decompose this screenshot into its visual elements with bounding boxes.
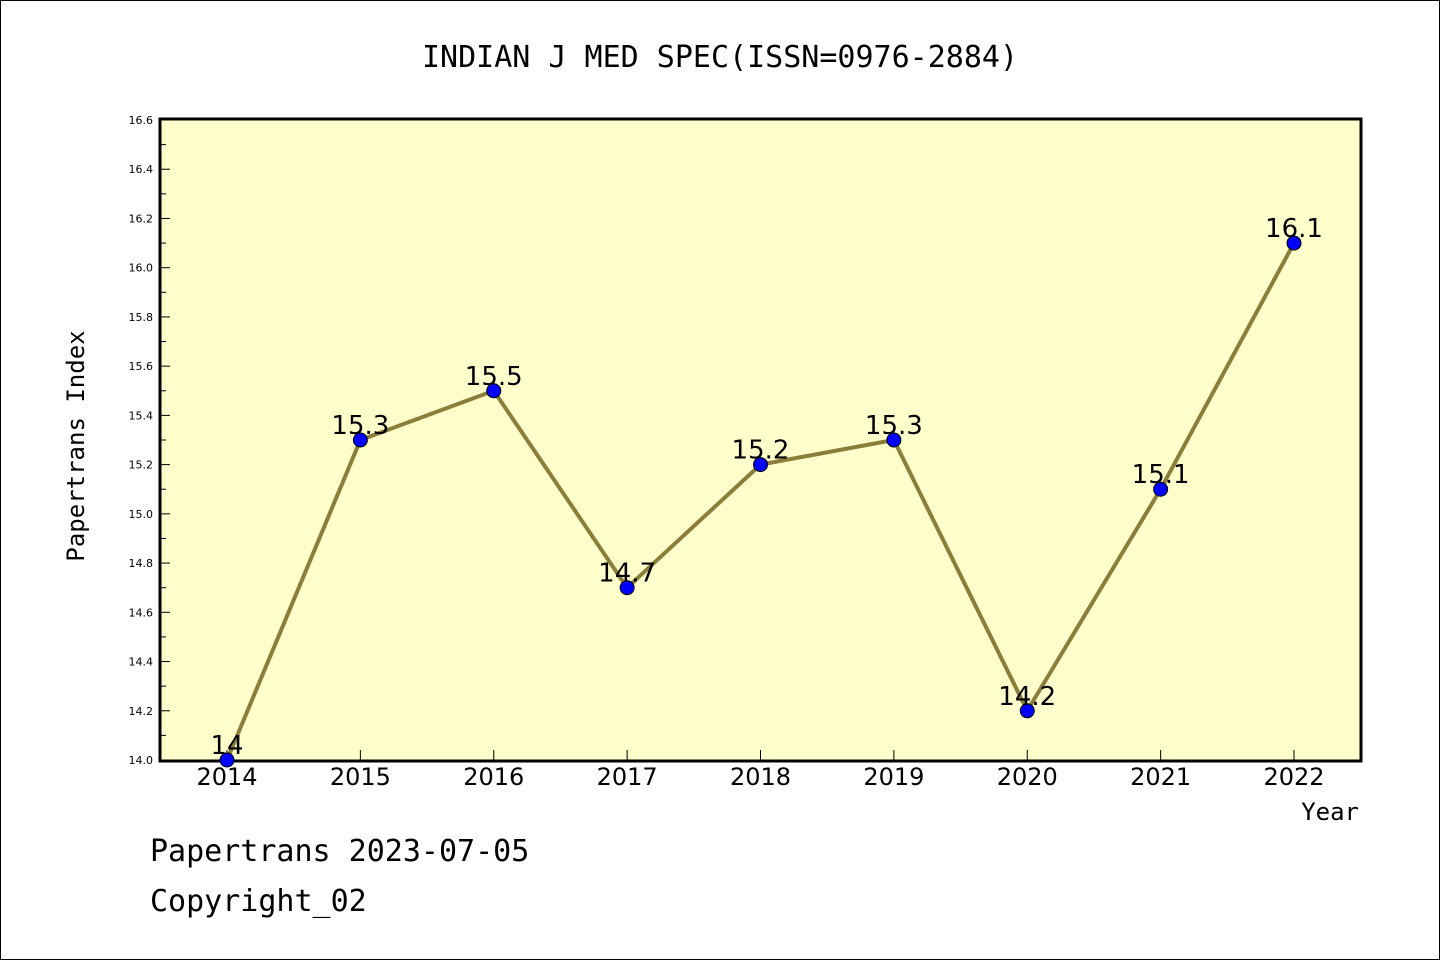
- x-tick-label: 2017: [597, 763, 658, 791]
- data-point-marker: [753, 457, 768, 473]
- series-line-group: 14 15.3 15.5 14.7 15.2 15.3 14.2 15.1 16.1: [210, 214, 1323, 768]
- data-point-marker: [1286, 235, 1302, 251]
- y-tick-label: 15.8: [129, 311, 154, 324]
- data-point-marker: [1153, 481, 1169, 497]
- data-point-label: 15.2: [732, 436, 790, 466]
- data-point-marker: [486, 383, 502, 399]
- y-tick-label: 14.4: [129, 656, 154, 669]
- y-tick-label: 15.2: [129, 459, 154, 472]
- data-point-marker: [219, 752, 235, 768]
- x-tick-label: 2014: [196, 763, 257, 791]
- y-tick-label: 15.0: [129, 508, 154, 521]
- data-point-label: 14.7: [598, 559, 656, 589]
- y-tick-label: 15.4: [129, 409, 154, 422]
- x-tick-label: 2020: [997, 763, 1058, 791]
- x-tick-label: 2016: [463, 763, 524, 791]
- y-tick-label: 16.6: [129, 114, 154, 127]
- data-point-label: 15.1: [1132, 460, 1190, 490]
- x-tick-label: 2018: [730, 763, 791, 791]
- data-point-label: 14: [210, 731, 243, 761]
- footer-copyright: Copyright_02: [150, 884, 367, 919]
- chart-title: INDIAN J MED SPEC(ISSN=0976-2884): [422, 40, 1018, 75]
- y-axis-label: Papertrans Index: [62, 330, 90, 561]
- x-tick-label: 2022: [1263, 763, 1324, 791]
- y-tick-label: 14.2: [129, 705, 154, 718]
- y-tick-label: 16.4: [129, 163, 154, 176]
- data-point-label: 15.3: [865, 411, 923, 441]
- data-point-label: 14.2: [998, 682, 1056, 712]
- data-point-marker: [352, 432, 368, 448]
- y-tick-label: 15.6: [129, 360, 154, 373]
- data-point-label: 15.3: [331, 411, 389, 441]
- data-point-label: 16.1: [1265, 214, 1323, 244]
- y-tick-label: 16.0: [129, 262, 154, 275]
- y-tick-label: 16.2: [129, 212, 154, 225]
- x-axis: 2014 2015 2016 2017 2018 2019 2020 2021 2022: [196, 750, 1325, 791]
- data-point-marker: [1019, 703, 1035, 719]
- data-point-marker: [886, 432, 902, 448]
- data-point-marker: [619, 580, 635, 596]
- x-tick-label: 2021: [1130, 763, 1191, 791]
- y-axis: 14.0 14.2 14.4 14.6 14.8 15.0 15.2 15.4 15.6 15.8…: [129, 114, 170, 767]
- x-axis-label: Year: [1301, 798, 1359, 826]
- x-tick-label: 2015: [330, 763, 391, 791]
- y-tick-label: 14.6: [129, 606, 154, 619]
- y-tick-label: 14.8: [129, 557, 154, 570]
- data-point-label: 15.5: [465, 362, 523, 392]
- footer-date: Papertrans 2023-07-05: [150, 834, 530, 869]
- x-tick-label: 2019: [863, 763, 924, 791]
- y-tick-label: 14.0: [129, 754, 154, 767]
